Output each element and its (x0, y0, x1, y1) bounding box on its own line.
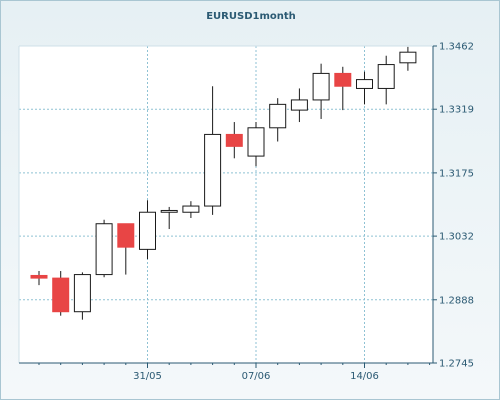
y-tick-label: 1.2745 (439, 359, 474, 370)
candle-body-bullish (290, 99, 308, 111)
candle-body-bullish (182, 205, 200, 213)
candle-body-bullish (204, 133, 222, 207)
candle-body-bearish (30, 274, 48, 279)
y-tick-label: 1.3462 (439, 42, 474, 53)
candle-body-bearish (52, 277, 70, 313)
candle-body-bullish (95, 223, 113, 276)
candle-body-bearish (334, 72, 352, 87)
candle-body-bullish (139, 211, 156, 250)
chart-title: EURUSD1month (206, 11, 296, 22)
x-tick-label: 07/06 (242, 371, 271, 382)
y-tick-label: 1.3032 (439, 232, 474, 243)
x-tick-label: 14/06 (350, 371, 379, 382)
candle-body-bullish (399, 51, 417, 64)
candle-body-bearish (117, 223, 135, 248)
y-tick-label: 1.3319 (439, 105, 474, 116)
candle-body-bullish (356, 79, 373, 89)
candle-body-bullish (269, 103, 287, 129)
y-tick-label: 1.3175 (439, 168, 474, 179)
candle-body-bullish (73, 274, 91, 313)
x-tick-label: 31/05 (133, 371, 162, 382)
plot-area (19, 46, 433, 363)
candle-body-bullish (247, 127, 265, 157)
candle-body-bullish (377, 64, 395, 89)
candle-body-bullish (312, 72, 330, 101)
candle-body-bullish (160, 209, 178, 213)
candle-body-bearish (225, 133, 243, 147)
y-tick-label: 1.2888 (439, 295, 474, 306)
